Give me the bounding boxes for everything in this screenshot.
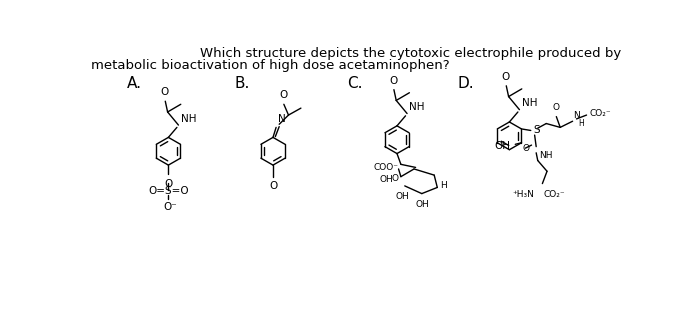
Text: COO⁻: COO⁻ bbox=[374, 163, 399, 172]
Text: O: O bbox=[164, 179, 173, 189]
Text: metabolic bioactivation of high dose acetaminophen?: metabolic bioactivation of high dose ace… bbox=[91, 59, 450, 72]
Text: O: O bbox=[501, 72, 509, 82]
Text: O: O bbox=[389, 76, 397, 86]
Text: D.: D. bbox=[457, 76, 474, 91]
Text: N: N bbox=[278, 114, 285, 123]
Text: NH: NH bbox=[522, 98, 537, 108]
Text: CO₂⁻: CO₂⁻ bbox=[590, 109, 611, 118]
Text: ⁺H₃N: ⁺H₃N bbox=[513, 190, 535, 199]
Text: OH: OH bbox=[495, 141, 511, 151]
Text: O: O bbox=[269, 181, 277, 191]
Text: H: H bbox=[578, 119, 584, 128]
Text: B.: B. bbox=[235, 76, 250, 91]
Text: A.: A. bbox=[127, 76, 142, 91]
Text: O: O bbox=[280, 90, 288, 100]
Text: NH: NH bbox=[409, 102, 425, 112]
Text: CO₂⁻: CO₂⁻ bbox=[544, 190, 566, 199]
Text: O=S=O: O=S=O bbox=[148, 186, 189, 196]
Text: O: O bbox=[392, 174, 399, 183]
Text: N: N bbox=[574, 112, 580, 120]
Text: OH: OH bbox=[416, 200, 429, 209]
Text: O: O bbox=[160, 87, 168, 97]
Text: OH: OH bbox=[395, 192, 409, 201]
Text: O: O bbox=[553, 103, 560, 112]
Text: H: H bbox=[441, 182, 447, 190]
Text: OH: OH bbox=[379, 175, 393, 184]
Text: NH: NH bbox=[539, 151, 553, 160]
Text: Which structure depicts the cytotoxic electrophile produced by: Which structure depicts the cytotoxic el… bbox=[200, 47, 622, 59]
Text: O: O bbox=[523, 144, 530, 153]
Text: C.: C. bbox=[347, 76, 362, 91]
Text: NH: NH bbox=[181, 114, 196, 123]
Text: O⁻: O⁻ bbox=[163, 202, 177, 212]
Text: S: S bbox=[534, 125, 541, 135]
